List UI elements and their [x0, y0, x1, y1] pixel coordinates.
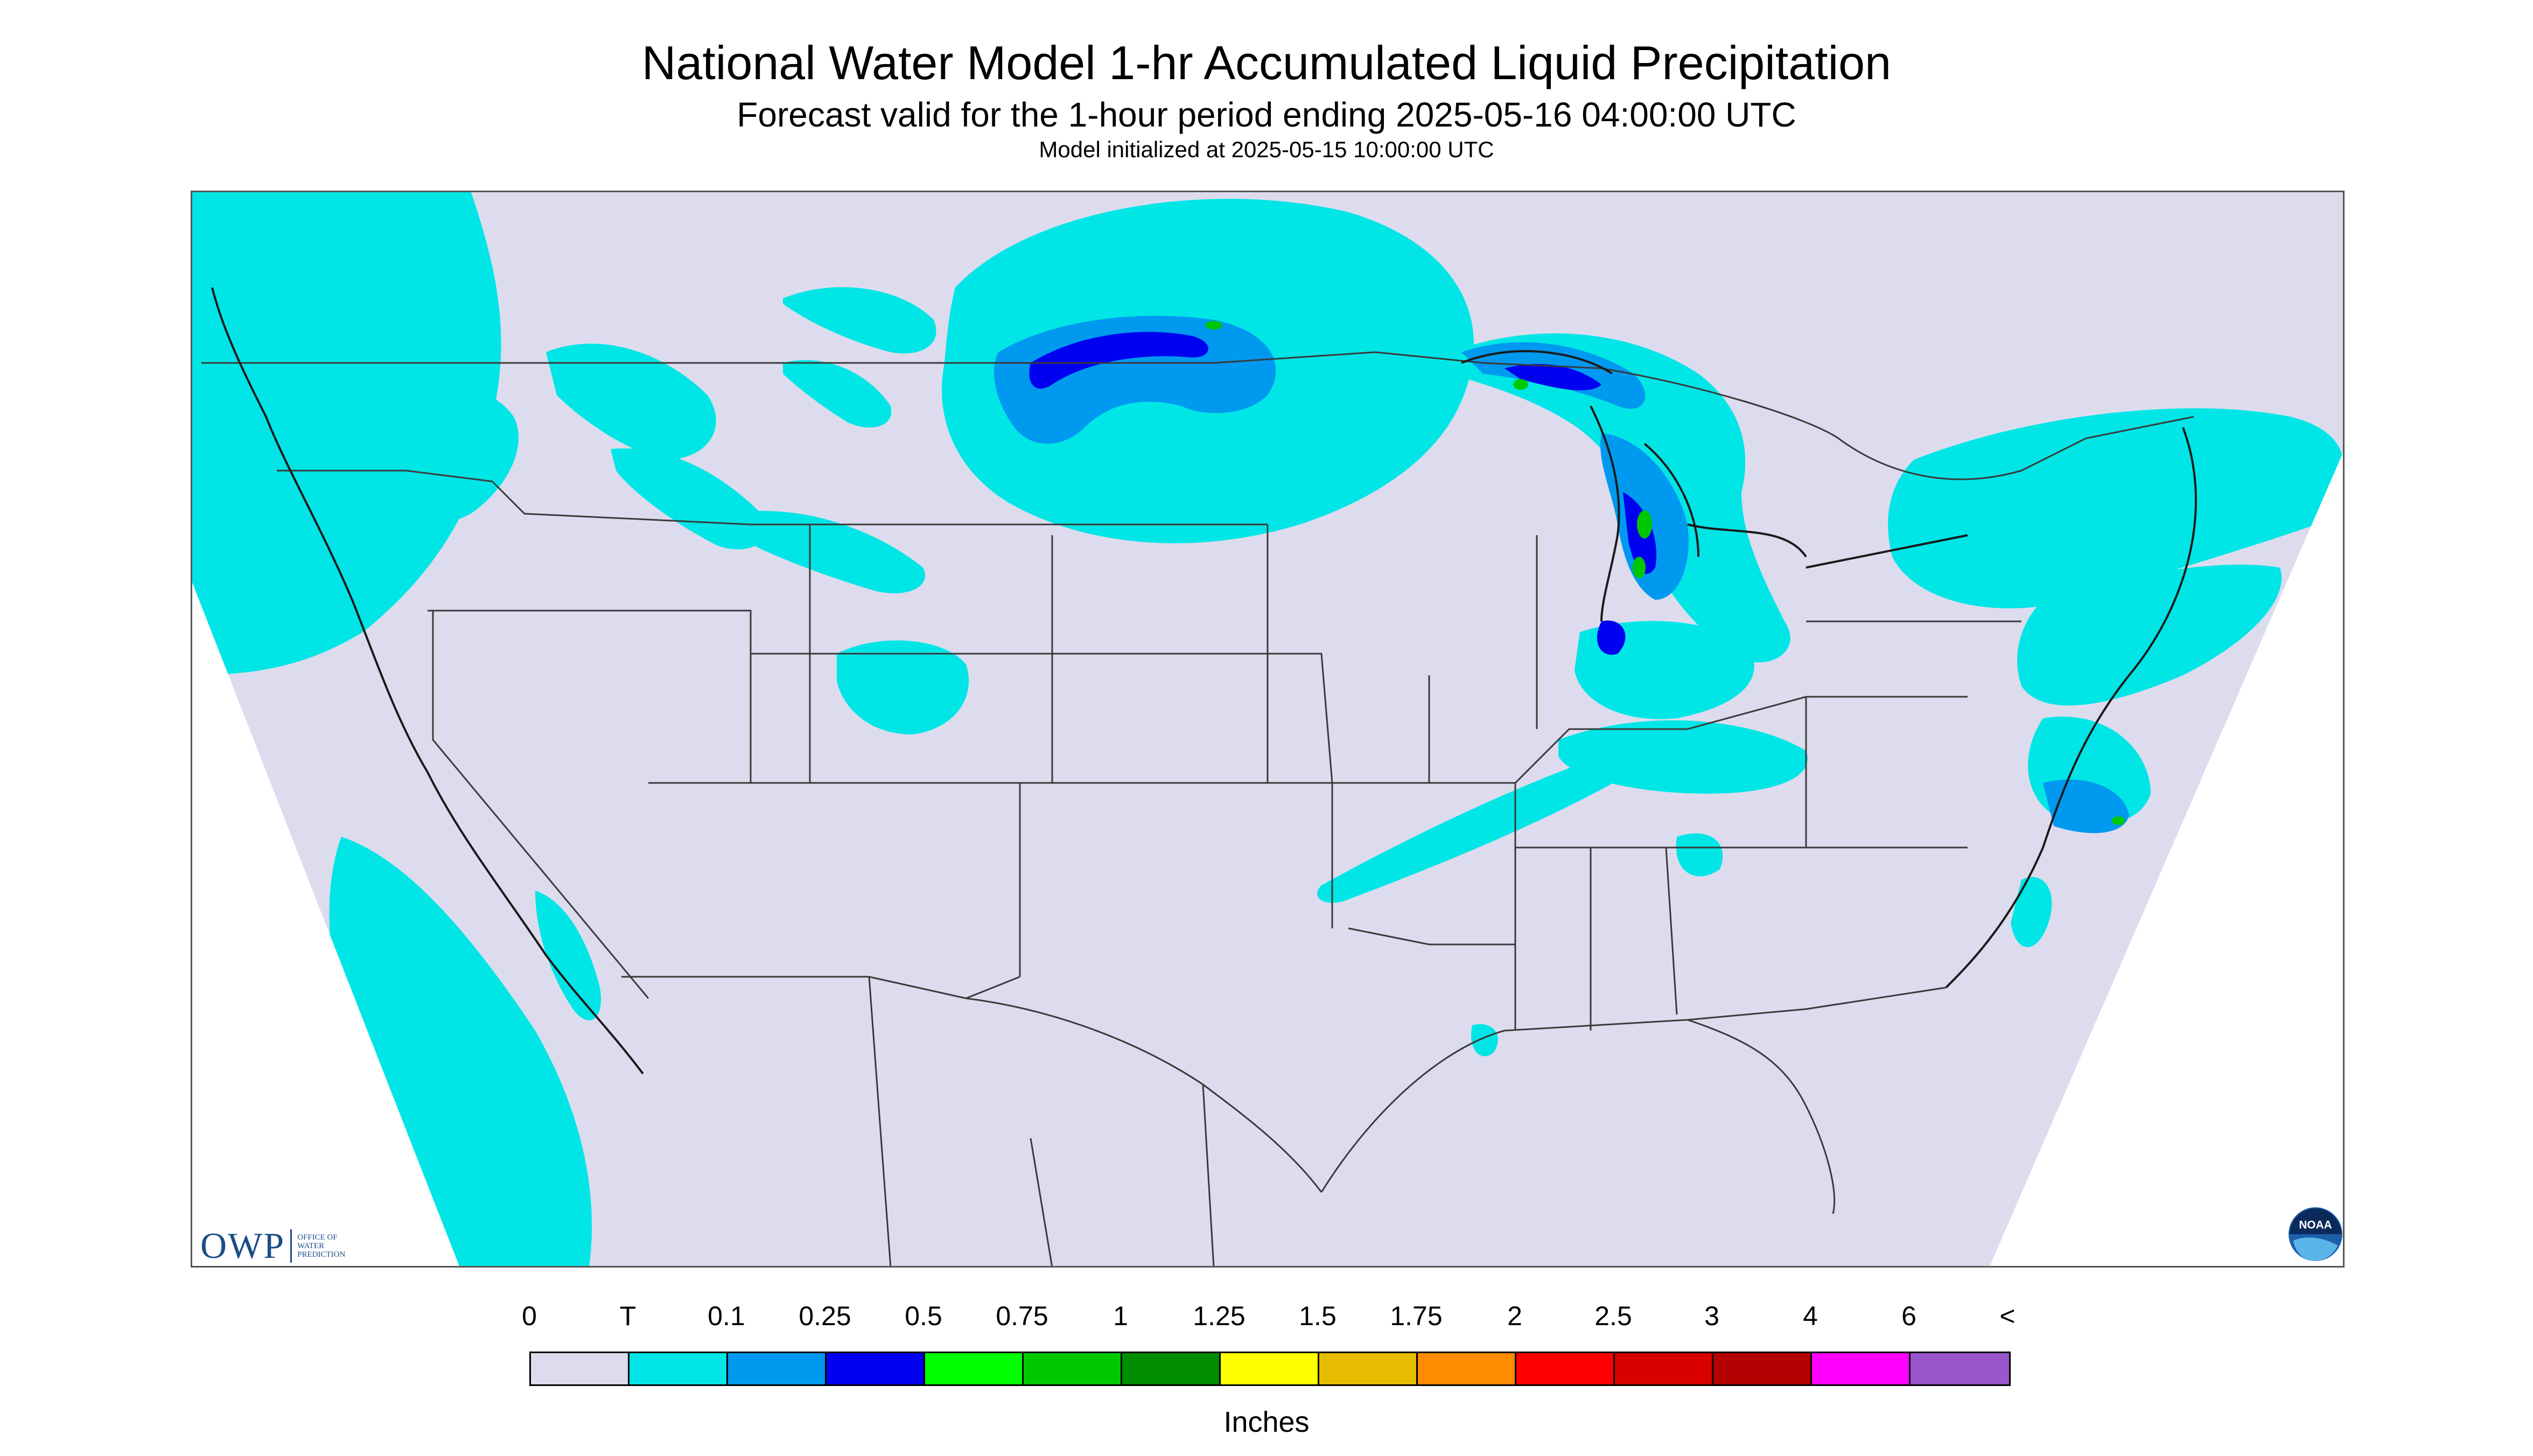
legend-label: 4 [1803, 1301, 1818, 1331]
legend-swatch [1713, 1353, 1812, 1384]
legend-swatch [1418, 1353, 1516, 1384]
legend-label: T [619, 1301, 636, 1331]
owp-logo-mark: OWP [200, 1225, 285, 1266]
model-init-line: Model initialized at 2025-05-15 10:00:00… [1039, 137, 1494, 162]
legend-swatch [629, 1353, 728, 1384]
legend-label: 0.25 [799, 1301, 851, 1331]
legend-label: 0.1 [708, 1301, 745, 1331]
state-borders [201, 351, 2194, 1268]
legend-swatch [1319, 1353, 1418, 1384]
legend-swatch [1024, 1353, 1122, 1384]
map-title: National Water Model 1-hr Accumulated Li… [641, 36, 1892, 89]
legend-label: 2 [1507, 1301, 1522, 1331]
legend-labels: 0 T 0.1 0.25 0.5 0.75 1 1.25 1.5 1.75 2 2.5 3 4 6 < [0, 1300, 2533, 1343]
legend-label: 1.5 [1299, 1301, 1337, 1331]
legend-swatch [827, 1353, 925, 1384]
noaa-logo-icon: NOAA [2289, 1207, 2342, 1261]
legend-swatch [1615, 1353, 1713, 1384]
legend-label: 1 [1113, 1301, 1128, 1331]
legend-label: 0 [522, 1301, 537, 1331]
owp-logo-divider [290, 1229, 292, 1263]
legend-swatch [925, 1353, 1024, 1384]
legend-label: 1.25 [1193, 1301, 1245, 1331]
coastlines [211, 287, 2197, 1075]
legend-colorbar [529, 1352, 2011, 1386]
legend-swatch [531, 1353, 629, 1384]
noaa-logo-text: NOAA [2299, 1219, 2332, 1231]
legend-label: < [1999, 1301, 2016, 1331]
owp-logo: OWP Office of Water Prediction [200, 1224, 345, 1267]
legend-label: 0.75 [996, 1301, 1048, 1331]
map-frame [191, 191, 2345, 1268]
legend-swatch [1122, 1353, 1221, 1384]
legend-swatch [1812, 1353, 1911, 1384]
precipitation-field [191, 191, 2345, 1268]
legend-swatch [1911, 1353, 2009, 1384]
legend-label: 6 [1901, 1301, 1916, 1331]
precipitation-map [191, 191, 2345, 1268]
legend-unit: Inches [1223, 1406, 1310, 1438]
legend-swatch [1516, 1353, 1615, 1384]
legend-label: 0.5 [905, 1301, 942, 1331]
legend-label: 1.75 [1390, 1301, 1443, 1331]
owp-logo-text: Office of Water Prediction [297, 1233, 346, 1259]
legend-swatch [728, 1353, 827, 1384]
legend-label: 3 [1704, 1301, 1719, 1331]
legend-label: 2.5 [1594, 1301, 1632, 1331]
map-subtitle: Forecast valid for the 1-hour period end… [737, 95, 1796, 134]
legend-swatch [1221, 1353, 1319, 1384]
